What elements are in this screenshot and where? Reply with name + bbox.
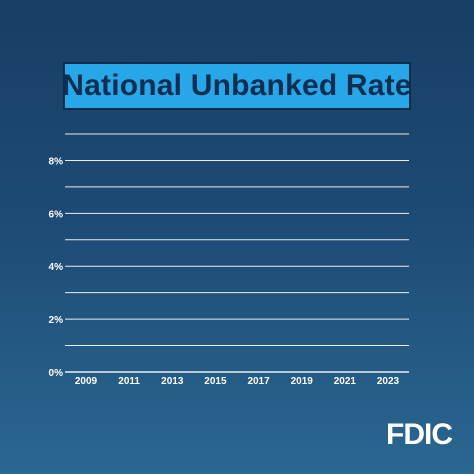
x-tick-label: 2013 [161,376,184,387]
y-tick-label: 8% [49,156,64,167]
x-tick-label: 2023 [377,376,400,387]
y-tick-label: 0% [49,368,64,379]
chart-title: National Unbanked Rate [62,69,412,102]
x-tick-label: 2011 [118,376,140,387]
y-tick-label: 2% [49,315,64,326]
chart-title-box: National Unbanked Rate [62,62,412,110]
x-tick-label: 2015 [204,376,227,387]
y-tick-label: 6% [49,209,64,220]
x-tick-label: 2019 [291,376,314,387]
fdic-logo: FDIC [386,418,453,451]
x-tick-label: 2017 [247,376,270,387]
x-tick-label: 2009 [75,376,98,387]
x-tick-label: 2021 [334,376,357,387]
y-tick-label: 4% [49,262,64,273]
